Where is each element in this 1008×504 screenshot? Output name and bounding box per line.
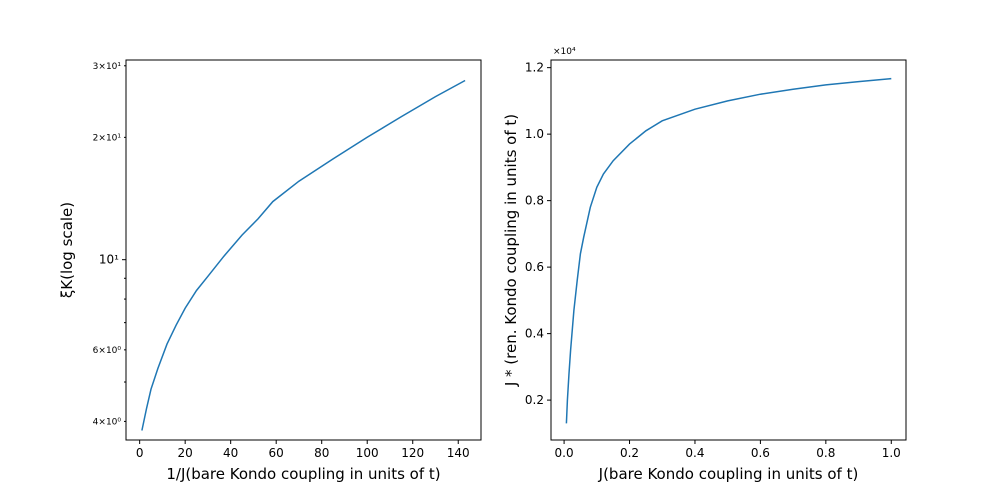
y-minor-tick-label: 6×10⁰ xyxy=(93,346,122,356)
chart-renormalized-coupling: 0.0 0.2 0.4 0.6 0.8 1.0 0.2 0.4 0.6 0.8 1.0 1.2 J(ba… xyxy=(502,47,907,483)
x-tick-label: 0.0 xyxy=(555,446,574,460)
plot-frame xyxy=(550,59,907,441)
x-tick-label: 0.6 xyxy=(751,446,770,460)
x-tick-label: 1.0 xyxy=(882,446,901,460)
y-tick-label: 10¹ xyxy=(99,253,119,267)
y-axis-offset-label: ×10⁴ xyxy=(553,47,576,57)
x-tick-label: 100 xyxy=(356,446,379,460)
y-minor-tick-label: 4×10⁰ xyxy=(93,417,122,427)
x-tick-label: 0.4 xyxy=(685,446,704,460)
y-minor-tick-label: 2×10¹ xyxy=(93,133,122,143)
x-tick-label: 0.8 xyxy=(816,446,835,460)
x-tick-label: 20 xyxy=(178,446,193,460)
y-tick-label: 1.2 xyxy=(525,61,544,75)
x-tick-label: 0 xyxy=(136,446,144,460)
x-tick-label: 40 xyxy=(223,446,238,460)
y-axis-label: ξK(log scale) xyxy=(58,202,76,298)
x-tick-label: 140 xyxy=(447,446,470,460)
x-tick-label: 0.2 xyxy=(620,446,639,460)
x-tick-label: 120 xyxy=(401,446,424,460)
chart-xi-k-log: 0 20 40 60 80 100 120 140 10¹ 4×10⁰ 6×10⁰ 2×10¹ 3×10… xyxy=(58,59,482,483)
y-tick-label: 1.0 xyxy=(525,127,544,141)
y-axis-label: J * (ren. Kondo coupling in units of t) xyxy=(502,114,520,387)
plot-frame xyxy=(125,59,482,441)
y-tick-label: 0.2 xyxy=(525,393,544,407)
series-line xyxy=(141,79,466,431)
x-axis-label: J(bare Kondo coupling in units of t) xyxy=(598,465,859,483)
x-tick-label: 60 xyxy=(269,446,284,460)
y-tick-label: 0.4 xyxy=(525,327,544,341)
y-tick-label: 0.8 xyxy=(525,194,544,208)
y-minor-tick-label: 3×10¹ xyxy=(93,62,122,72)
x-axis-label: 1/J(bare Kondo coupling in units of t) xyxy=(166,465,440,483)
series-line xyxy=(565,77,892,424)
x-tick-label: 80 xyxy=(314,446,329,460)
y-tick-label: 0.6 xyxy=(525,260,544,274)
